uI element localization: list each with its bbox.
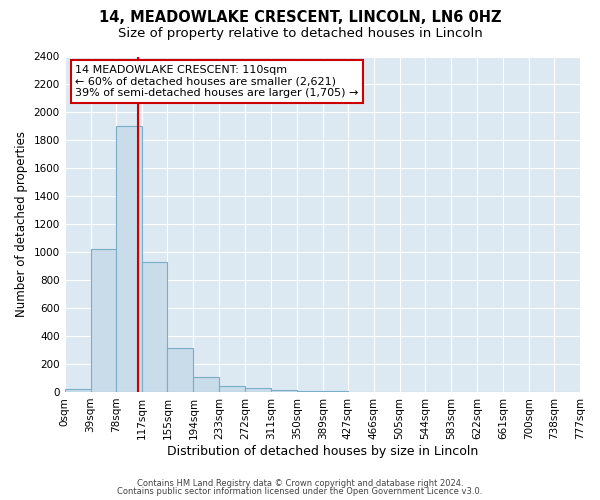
Bar: [142, 262, 167, 392]
Y-axis label: Number of detached properties: Number of detached properties: [15, 131, 28, 317]
Bar: [91, 248, 116, 392]
Bar: [167, 348, 193, 392]
Bar: [65, 389, 91, 392]
Bar: [271, 390, 297, 392]
Bar: [245, 388, 271, 392]
Bar: [116, 126, 142, 392]
Text: 14 MEADOWLAKE CRESCENT: 110sqm
← 60% of detached houses are smaller (2,621)
39% : 14 MEADOWLAKE CRESCENT: 110sqm ← 60% of …: [75, 65, 358, 98]
Text: Contains public sector information licensed under the Open Government Licence v3: Contains public sector information licen…: [118, 487, 482, 496]
X-axis label: Distribution of detached houses by size in Lincoln: Distribution of detached houses by size …: [167, 444, 478, 458]
Bar: [193, 378, 219, 392]
Text: Size of property relative to detached houses in Lincoln: Size of property relative to detached ho…: [118, 28, 482, 40]
Text: 14, MEADOWLAKE CRESCENT, LINCOLN, LN6 0HZ: 14, MEADOWLAKE CRESCENT, LINCOLN, LN6 0H…: [99, 10, 501, 25]
Bar: [297, 390, 323, 392]
Bar: [219, 386, 245, 392]
Text: Contains HM Land Registry data © Crown copyright and database right 2024.: Contains HM Land Registry data © Crown c…: [137, 478, 463, 488]
